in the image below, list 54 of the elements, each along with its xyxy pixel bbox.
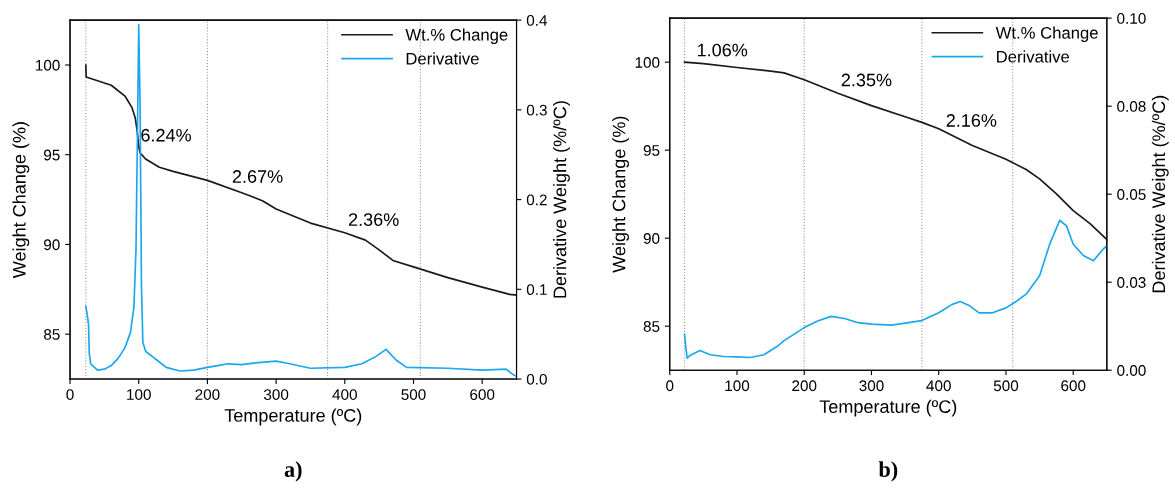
y2-tick-label: 0.1 xyxy=(526,284,547,296)
line-series xyxy=(683,219,1107,360)
annotation: 2.67% xyxy=(232,170,283,183)
y-axis-title: Weight Change (%) xyxy=(612,116,629,273)
x-tick-label: 500 xyxy=(401,389,426,400)
x-tick-label: 600 xyxy=(470,389,495,400)
y-tick-label: 100 xyxy=(635,57,660,68)
annotation: 1.06% xyxy=(697,43,748,57)
x-tick-label: 500 xyxy=(993,380,1019,392)
y-tick-label: 95 xyxy=(44,149,60,161)
y2-tick-label: 0.0 xyxy=(526,373,547,385)
x-tick-label: 600 xyxy=(1061,380,1086,392)
annotation: 2.36% xyxy=(348,213,399,226)
line-series xyxy=(84,23,517,378)
text: a) xyxy=(284,461,302,482)
legend-label: Derivative xyxy=(406,52,479,65)
y2-axis-title: Derivative Weight (%/ºC) xyxy=(1151,95,1169,293)
y-tick-label: 90 xyxy=(643,233,660,244)
y2-tick-label: 0.10 xyxy=(1117,13,1146,24)
y2-tick-label: 0.3 xyxy=(526,104,547,116)
x-tick-label: 0 xyxy=(66,389,74,400)
y2-tick-label: 0.4 xyxy=(526,15,548,26)
line-series xyxy=(683,61,1107,241)
y2-axis-title: Derivative Weight (%/ºC) xyxy=(553,101,570,298)
x-tick-label: 200 xyxy=(792,380,817,392)
y2-tick-label: 0.08 xyxy=(1117,101,1146,112)
x-tick-label: 100 xyxy=(127,389,151,400)
y2-tick-label: 0.00 xyxy=(1117,365,1146,376)
x-tick-label: 100 xyxy=(725,380,750,392)
x-axis-title: Temperature (ºC) xyxy=(819,399,957,417)
x-tick-label: 400 xyxy=(926,380,951,392)
annotation: 2.35% xyxy=(841,73,892,87)
x-axis-title: Temperature (ºC) xyxy=(224,408,362,426)
x-tick-label: 0 xyxy=(666,380,674,392)
legend-label: Wt.% Change xyxy=(995,26,1098,43)
x-tick-label: 400 xyxy=(332,389,357,400)
x-tick-label: 300 xyxy=(263,389,289,400)
y-tick-label: 85 xyxy=(43,329,60,340)
y-tick-label: 100 xyxy=(35,59,60,71)
y-tick-label: 90 xyxy=(44,239,60,251)
legend-label: Wt.% Change xyxy=(405,28,508,44)
y-axis-title: Weight Change (%) xyxy=(12,122,30,279)
y-tick-label: 95 xyxy=(643,145,660,156)
y2-tick-label: 0.2 xyxy=(526,194,547,206)
y2-tick-label: 0.03 xyxy=(1117,277,1146,288)
legend-label: Derivative xyxy=(997,50,1070,63)
annotation: 2.16% xyxy=(946,114,997,127)
y-tick-label: 85 xyxy=(643,321,660,332)
text: b) xyxy=(878,461,898,482)
y2-tick-label: 0.05 xyxy=(1117,189,1146,200)
annotation: 6.24% xyxy=(141,128,191,142)
x-tick-label: 300 xyxy=(859,380,884,392)
x-tick-label: 200 xyxy=(195,389,220,400)
line-series xyxy=(84,64,517,296)
